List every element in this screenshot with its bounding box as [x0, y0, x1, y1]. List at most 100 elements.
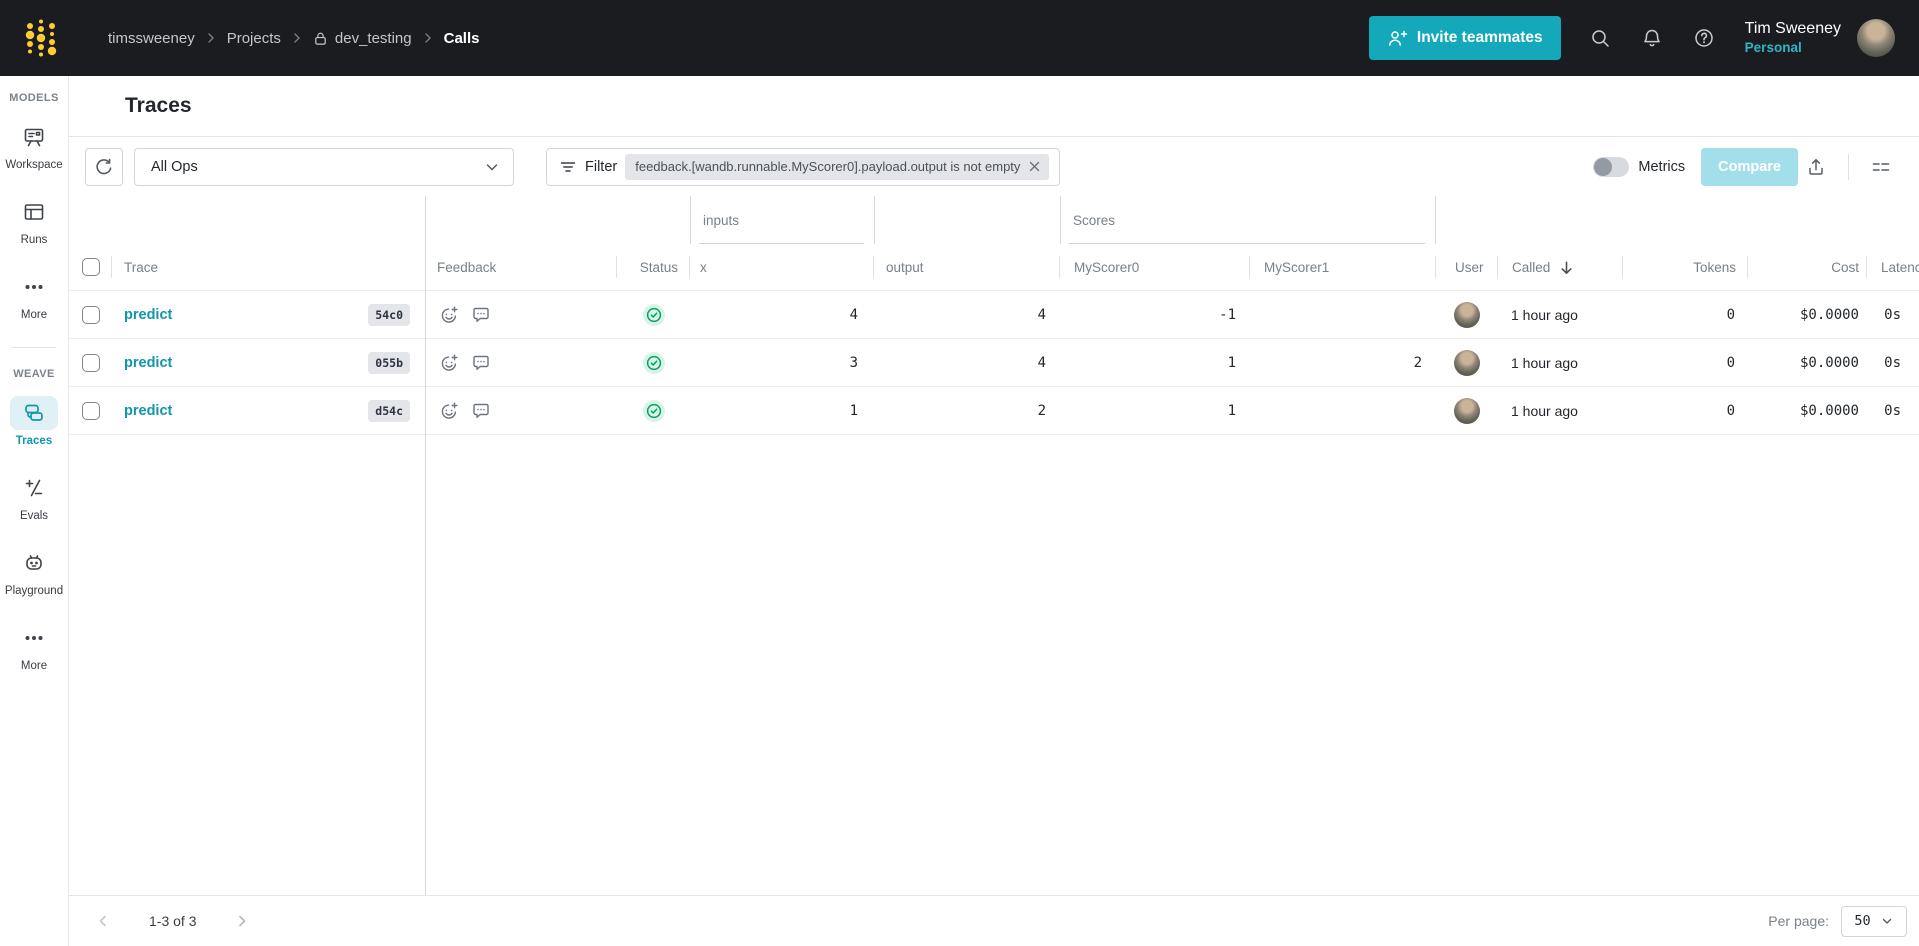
- per-page-select[interactable]: 50: [1841, 905, 1907, 937]
- column-settings-icon[interactable]: [1863, 149, 1899, 185]
- sidebar-item-workspace[interactable]: Workspace: [4, 120, 64, 171]
- column-header-tokens[interactable]: Tokens: [1623, 244, 1748, 290]
- column-header-latency[interactable]: Latency: [1881, 259, 1919, 275]
- user-plan: Personal: [1744, 40, 1802, 55]
- ellipsis-icon: [10, 621, 58, 655]
- breadcrumb-project[interactable]: dev_testing: [334, 29, 412, 47]
- cell-input-x: 1: [849, 402, 858, 419]
- add-reaction-icon[interactable]: [439, 305, 459, 325]
- cell-input-x: 4: [849, 306, 858, 323]
- per-page-label: Per page:: [1768, 913, 1829, 929]
- filter-chip-text: feedback.[wandb.runnable.MyScorer0].payl…: [635, 159, 1021, 174]
- add-reaction-icon[interactable]: [439, 401, 459, 421]
- filter-bar[interactable]: Filter feedback.[wandb.runnable.MyScorer…: [546, 147, 1061, 186]
- status-success-icon: [642, 303, 666, 327]
- trace-link[interactable]: predict: [124, 306, 173, 323]
- chevron-down-icon: [483, 158, 501, 176]
- person-plus-icon: [1387, 28, 1407, 48]
- cell-cost: $0.0000: [1799, 402, 1859, 419]
- column-header-status[interactable]: Status: [617, 244, 690, 290]
- sidebar-section-weave: WEAVE: [13, 368, 55, 380]
- filter-chip[interactable]: feedback.[wandb.runnable.MyScorer0].payl…: [625, 153, 1050, 180]
- cell-input-x: 3: [849, 354, 858, 371]
- sidebar-item-more-models[interactable]: More: [4, 270, 64, 321]
- wandb-logo-icon[interactable]: [22, 14, 60, 62]
- row-checkbox[interactable]: [81, 305, 100, 324]
- column-header-myscorer1[interactable]: MyScorer1: [1250, 244, 1436, 290]
- cell-called: 1 hour ago: [1511, 306, 1578, 323]
- cell-myscorer0: 1: [1227, 354, 1236, 371]
- page-title: Traces: [125, 94, 192, 117]
- table-row[interactable]: predict d54c: [69, 387, 1919, 435]
- traces-toolbar: All Ops Filter feedback.[wandb.runnable.…: [69, 137, 1919, 196]
- cell-tokens: 0: [1726, 306, 1735, 323]
- add-reaction-icon[interactable]: [439, 353, 459, 373]
- pagination-range: 1-3 of 3: [149, 913, 197, 929]
- sidebar-item-traces[interactable]: Traces: [4, 396, 64, 447]
- cell-output: 4: [1037, 354, 1046, 371]
- help-icon[interactable]: [1683, 17, 1725, 59]
- user-menu[interactable]: Tim Sweeney Personal: [1745, 19, 1841, 57]
- compare-button[interactable]: Compare: [1701, 147, 1798, 186]
- table-row[interactable]: predict 54c0: [69, 291, 1919, 339]
- breadcrumb-entity[interactable]: timssweeney: [108, 29, 195, 47]
- column-header-x[interactable]: x: [690, 244, 874, 290]
- export-icon[interactable]: [1798, 149, 1834, 185]
- column-header-output[interactable]: output: [874, 244, 1060, 290]
- cell-called: 1 hour ago: [1511, 402, 1578, 419]
- call-id-badge: d54c: [368, 399, 410, 422]
- row-checkbox[interactable]: [81, 401, 100, 420]
- column-header-user[interactable]: User: [1436, 244, 1498, 290]
- table-header-row: Trace Feedback Status x output MyScorer0…: [69, 244, 1919, 291]
- select-all-checkbox[interactable]: [81, 258, 100, 276]
- comment-icon[interactable]: [471, 353, 491, 373]
- evals-icon: [10, 471, 58, 505]
- column-header-called[interactable]: Called: [1498, 244, 1623, 290]
- workspace-icon: [10, 120, 58, 154]
- sidebar-item-evals[interactable]: Evals: [4, 471, 64, 522]
- search-icon[interactable]: [1579, 17, 1621, 59]
- table-group-header-row: inputs Scores: [69, 196, 1919, 244]
- pinned-column-divider: [425, 196, 426, 895]
- row-checkbox[interactable]: [81, 353, 100, 372]
- user-name: Tim Sweeney: [1744, 20, 1841, 37]
- cell-myscorer1: 2: [1413, 354, 1422, 371]
- column-header-feedback[interactable]: Feedback: [425, 244, 617, 290]
- comment-icon[interactable]: [471, 401, 491, 421]
- notifications-bell-icon[interactable]: [1631, 17, 1673, 59]
- invite-teammates-button[interactable]: Invite teammates: [1368, 16, 1561, 60]
- calls-table: inputs Scores Trace Feedback Status x ou…: [69, 196, 1919, 895]
- cell-latency: 0s: [1884, 354, 1901, 371]
- trace-link[interactable]: predict: [124, 354, 173, 371]
- next-page-icon[interactable]: [228, 907, 256, 935]
- sidebar-item-more-weave[interactable]: More: [4, 621, 64, 672]
- cell-myscorer1: [1250, 387, 1436, 434]
- sidebar-item-runs[interactable]: Runs: [4, 195, 64, 246]
- cell-tokens: 0: [1726, 402, 1735, 419]
- cell-latency: 0s: [1884, 402, 1901, 419]
- cell-cost: $0.0000: [1799, 306, 1859, 323]
- user-avatar: [1454, 349, 1480, 376]
- column-header-myscorer0[interactable]: MyScorer0: [1060, 244, 1250, 290]
- user-avatar[interactable]: [1857, 19, 1895, 57]
- trace-link[interactable]: predict: [124, 402, 173, 419]
- op-selector[interactable]: All Ops: [134, 147, 514, 186]
- column-header-trace[interactable]: Trace: [124, 259, 159, 275]
- toggle-knob: [1594, 157, 1613, 176]
- column-header-cost[interactable]: Cost: [1748, 244, 1867, 290]
- comment-icon[interactable]: [471, 305, 491, 325]
- previous-page-icon[interactable]: [89, 907, 117, 935]
- remove-filter-icon[interactable]: [1028, 160, 1041, 173]
- sidebar-divider: [12, 347, 56, 348]
- table-row[interactable]: predict 055b: [69, 339, 1919, 387]
- status-success-icon: [642, 351, 666, 375]
- metrics-toggle[interactable]: [1593, 156, 1630, 177]
- sidebar-item-playground[interactable]: Playground: [4, 546, 64, 597]
- status-success-icon: [642, 399, 666, 423]
- refresh-button[interactable]: [85, 147, 123, 186]
- breadcrumb-separator-icon: [422, 32, 434, 44]
- cell-output: 2: [1037, 402, 1046, 419]
- breadcrumb-projects[interactable]: Projects: [226, 29, 281, 47]
- select-all-checkbox-cell: [69, 244, 112, 290]
- call-id-badge: 055b: [368, 351, 410, 374]
